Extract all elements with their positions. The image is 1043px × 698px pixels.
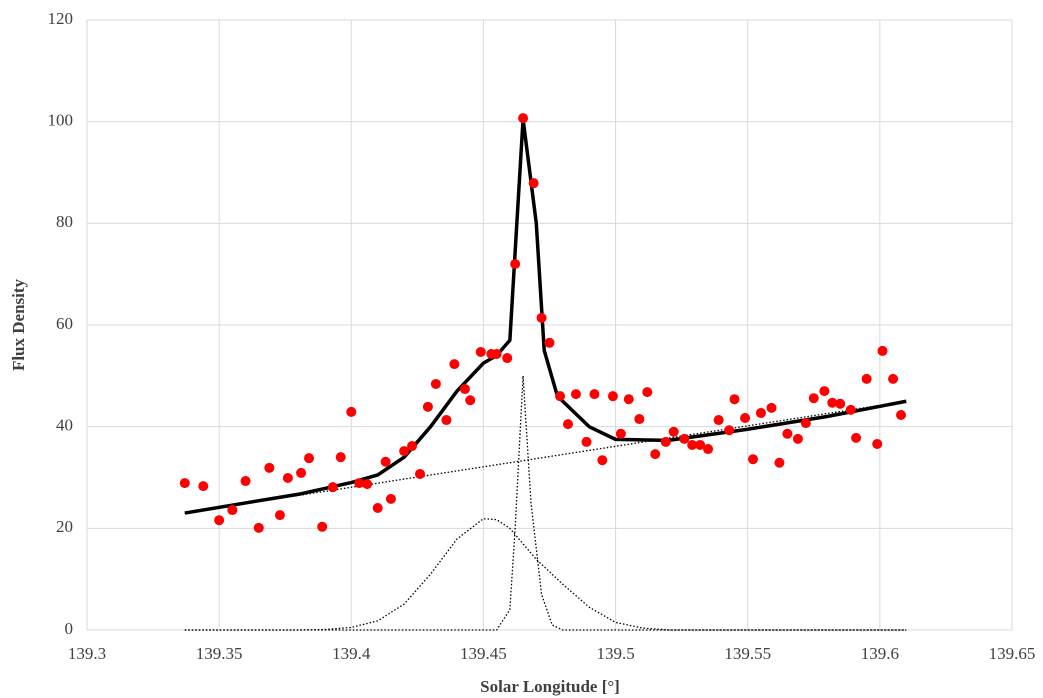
data-point bbox=[570, 389, 581, 400]
data-point bbox=[335, 452, 346, 463]
data-point bbox=[615, 428, 626, 439]
y-tick-label: 120 bbox=[48, 9, 74, 28]
x-axis-title: Solar Longitude [°] bbox=[480, 677, 620, 696]
data-point bbox=[695, 439, 706, 450]
data-point bbox=[703, 444, 714, 455]
data-point bbox=[896, 409, 906, 420]
component-line bbox=[184, 518, 907, 631]
data-point bbox=[668, 426, 679, 437]
y-tick-label: 0 bbox=[65, 619, 74, 638]
data-point bbox=[385, 493, 396, 504]
data-point bbox=[555, 391, 566, 402]
data-point bbox=[766, 402, 777, 413]
data-point bbox=[607, 391, 618, 402]
data-point bbox=[362, 479, 373, 490]
data-point bbox=[399, 446, 410, 457]
data-point bbox=[713, 415, 724, 426]
data-point bbox=[724, 425, 735, 436]
x-tick-label: 139.45 bbox=[460, 644, 507, 663]
data-point bbox=[835, 398, 846, 409]
y-tick-label: 40 bbox=[56, 416, 73, 435]
data-point bbox=[296, 467, 307, 478]
data-point bbox=[407, 440, 418, 451]
data-point bbox=[449, 359, 460, 370]
data-point bbox=[372, 503, 383, 513]
data-point bbox=[475, 346, 486, 357]
data-point bbox=[872, 438, 883, 449]
data-point bbox=[877, 345, 888, 356]
data-point bbox=[465, 395, 476, 406]
x-tick-label: 139.6 bbox=[861, 644, 899, 663]
data-point bbox=[581, 436, 592, 447]
y-axis-title: Flux Density bbox=[9, 278, 28, 371]
data-point bbox=[782, 428, 793, 439]
data-point bbox=[861, 373, 872, 384]
data-point bbox=[327, 482, 338, 493]
data-point bbox=[792, 433, 803, 444]
data-point bbox=[845, 404, 856, 415]
data-point bbox=[380, 456, 391, 467]
y-tick-label: 100 bbox=[48, 111, 74, 130]
data-point bbox=[800, 418, 811, 429]
data-point bbox=[198, 481, 209, 492]
data-point bbox=[264, 462, 275, 473]
y-tick-label: 80 bbox=[56, 212, 73, 231]
x-tick-label: 139.35 bbox=[196, 644, 243, 663]
data-point bbox=[415, 468, 425, 479]
component-line bbox=[184, 375, 907, 631]
data-point bbox=[274, 510, 285, 521]
data-point bbox=[650, 449, 661, 460]
data-point bbox=[740, 413, 751, 424]
data-point bbox=[819, 386, 830, 397]
data-point bbox=[528, 178, 539, 189]
data-point bbox=[214, 515, 225, 526]
data-point bbox=[430, 378, 441, 389]
data-point bbox=[808, 393, 819, 404]
x-tick-label: 139.65 bbox=[989, 644, 1036, 663]
data-point bbox=[354, 478, 365, 489]
data-point bbox=[304, 453, 314, 464]
data-point bbox=[589, 389, 600, 400]
data-point bbox=[459, 384, 470, 395]
data-point bbox=[623, 394, 634, 405]
x-tick-label: 139.5 bbox=[596, 644, 634, 663]
data-point bbox=[491, 348, 502, 359]
y-tick-label: 20 bbox=[56, 517, 73, 536]
data-point bbox=[518, 113, 529, 124]
data-point bbox=[253, 522, 264, 533]
data-point bbox=[660, 436, 671, 447]
data-point bbox=[346, 406, 357, 417]
x-tick-label: 139.55 bbox=[724, 644, 771, 663]
data-point bbox=[536, 312, 547, 323]
data-point bbox=[502, 353, 513, 364]
data-point bbox=[755, 407, 766, 418]
data-point bbox=[634, 414, 645, 425]
data-point bbox=[827, 397, 838, 408]
data-point bbox=[563, 419, 573, 430]
x-tick-label: 139.4 bbox=[332, 644, 371, 663]
data-point bbox=[510, 259, 521, 269]
data-point bbox=[544, 337, 555, 348]
data-point bbox=[240, 476, 251, 487]
data-point bbox=[888, 373, 899, 384]
y-tick-label: 60 bbox=[56, 314, 73, 333]
data-point bbox=[422, 401, 433, 412]
data-point bbox=[851, 432, 862, 443]
data-point bbox=[729, 394, 740, 405]
data-point bbox=[687, 439, 698, 450]
data-point bbox=[679, 433, 690, 444]
data-point bbox=[282, 473, 293, 484]
data-point bbox=[642, 387, 653, 398]
data-point bbox=[774, 457, 785, 468]
data-point bbox=[597, 455, 608, 466]
x-tick-label: 139.3 bbox=[68, 644, 106, 663]
data-point bbox=[317, 521, 328, 532]
component-line bbox=[184, 400, 907, 514]
data-point bbox=[227, 505, 238, 516]
data-point bbox=[179, 478, 190, 489]
data-point bbox=[748, 454, 758, 465]
data-point bbox=[441, 415, 452, 426]
